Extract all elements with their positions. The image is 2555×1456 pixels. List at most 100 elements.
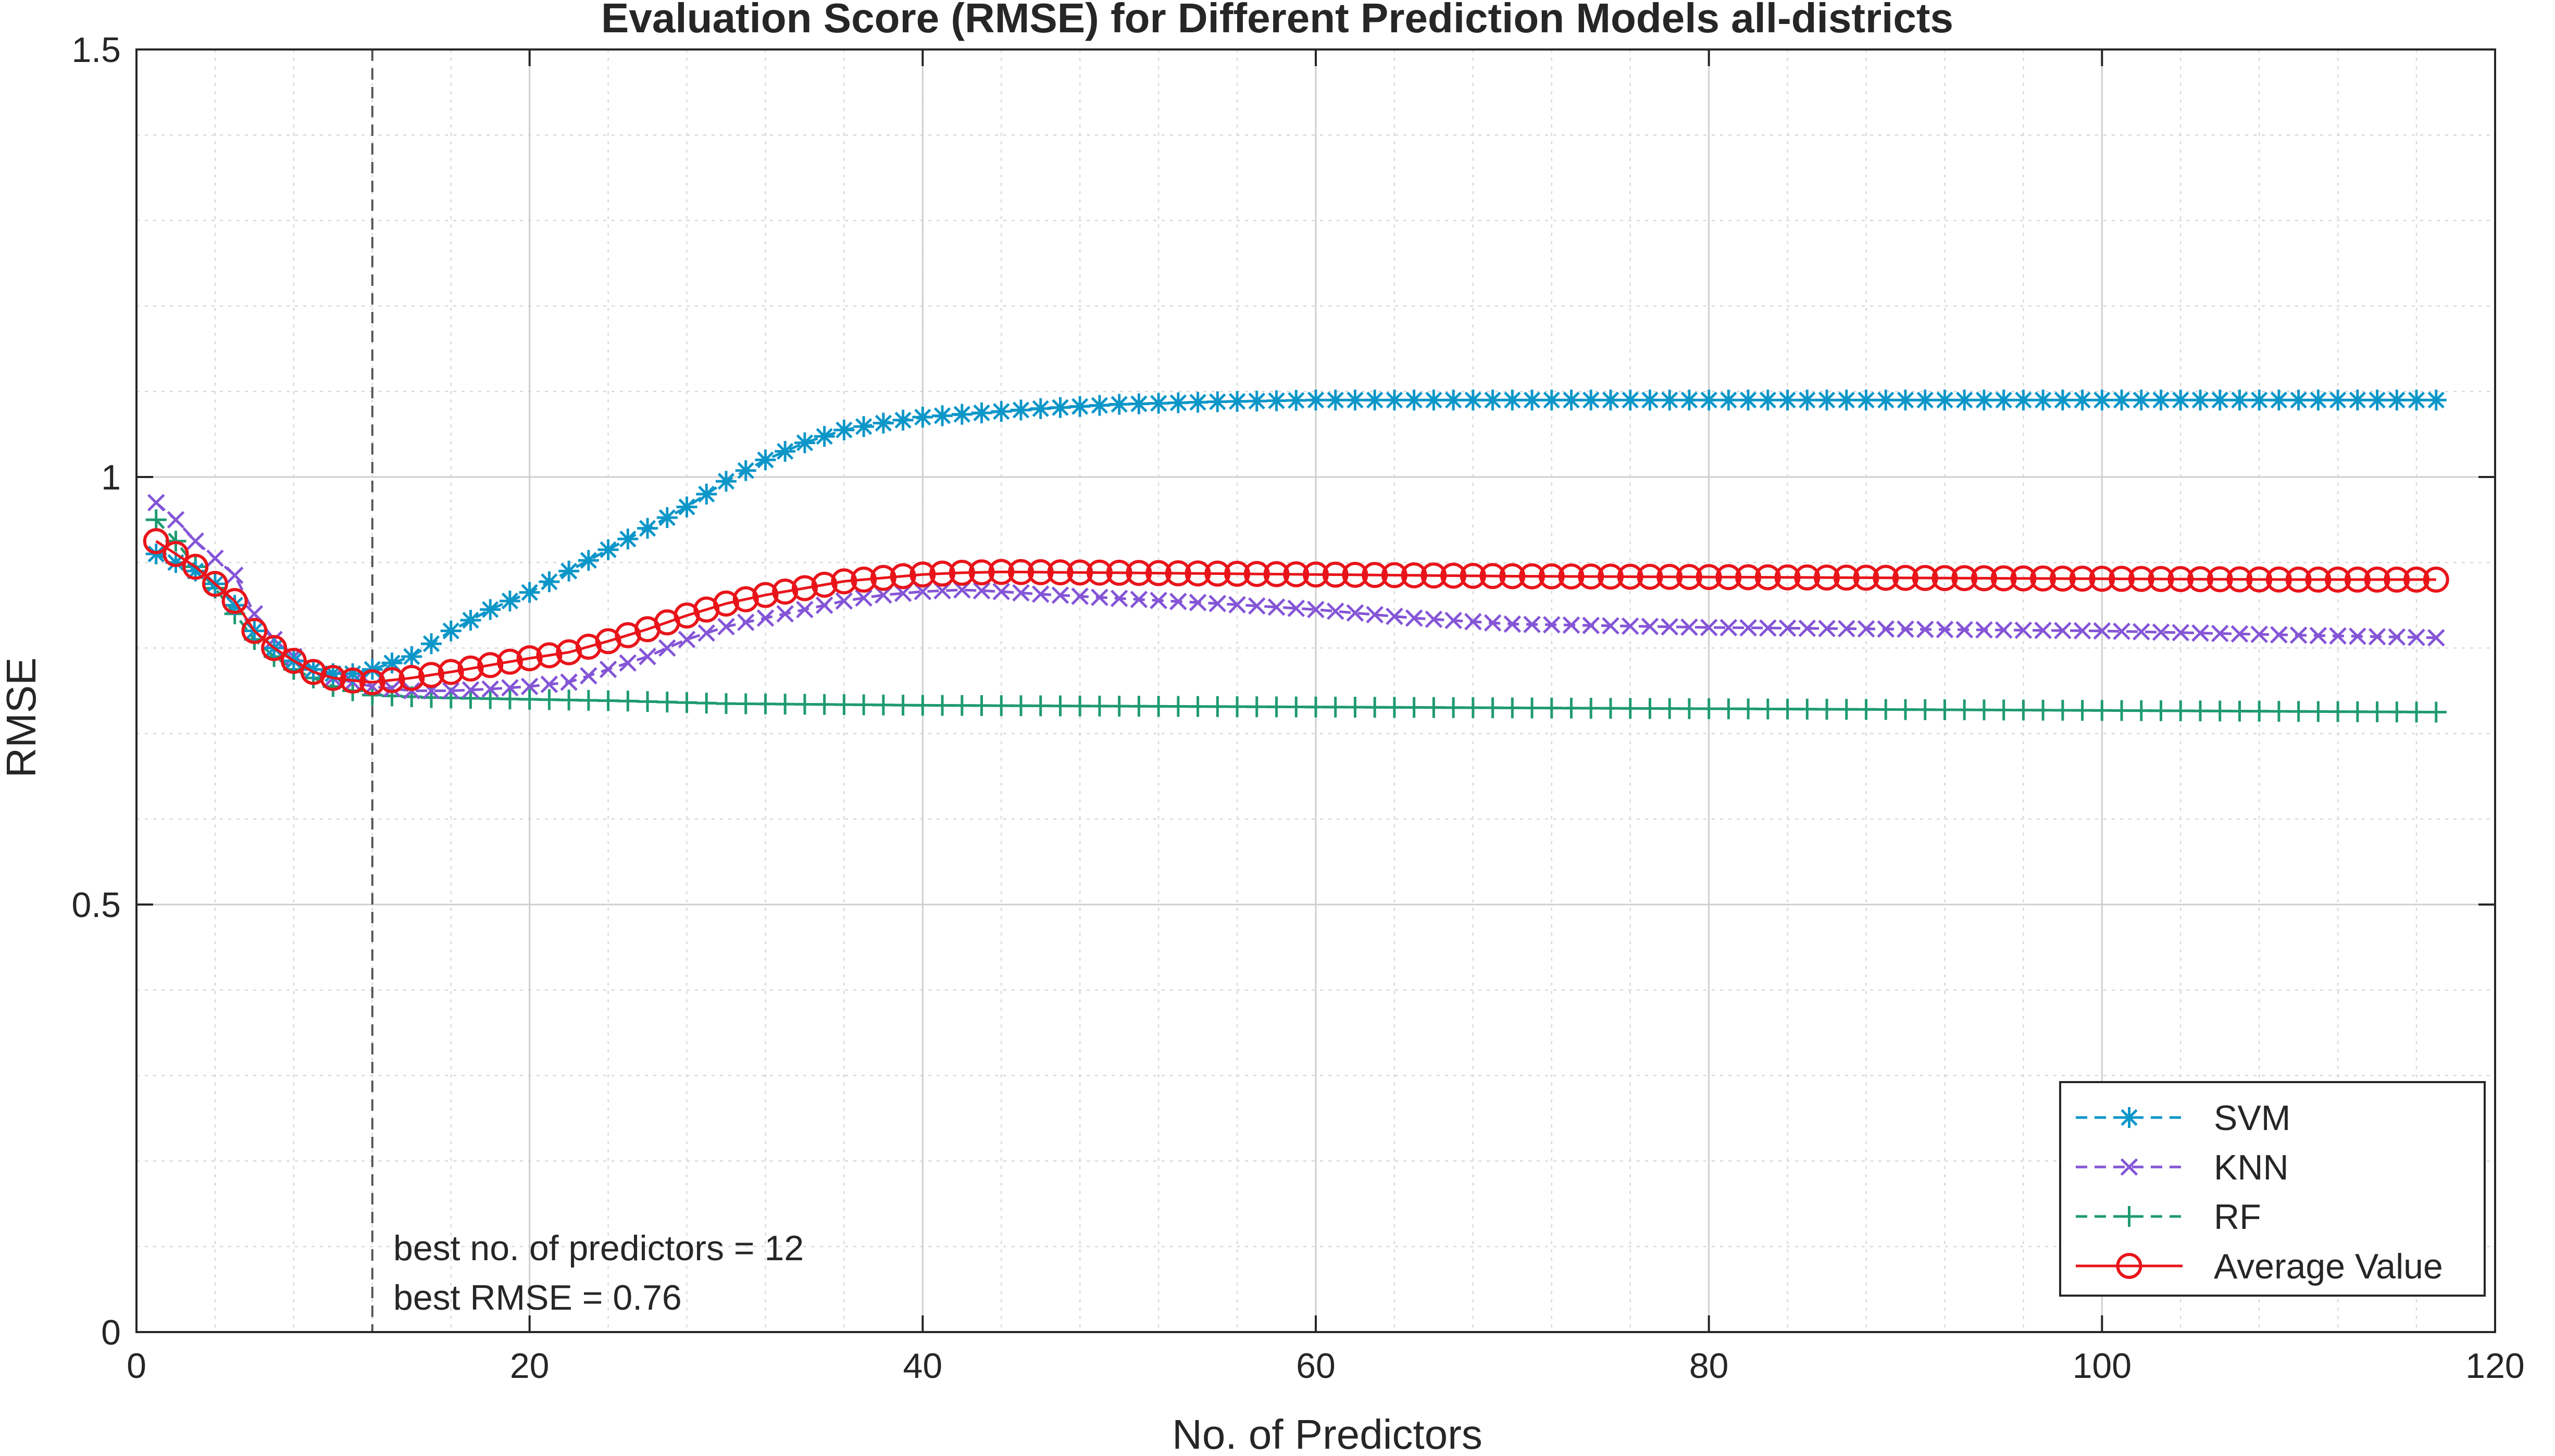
marker-stroke: [1130, 591, 1148, 608]
marker-stroke: [1405, 609, 1423, 627]
data-point-svm: [2111, 390, 2133, 411]
data-point-average-value: [1106, 559, 1132, 586]
marker-stroke: [737, 613, 755, 631]
data-point-knn: [1661, 618, 1678, 636]
marker-stroke: [953, 406, 970, 423]
marker-stroke: [1464, 392, 1482, 409]
data-point-svm: [1738, 390, 1759, 411]
data-point-rf: [833, 694, 855, 716]
data-point-knn: [619, 654, 637, 672]
data-point-average-value: [1519, 563, 1546, 589]
marker-stroke: [816, 428, 833, 445]
marker-stroke: [2211, 392, 2228, 409]
data-point-rf: [2111, 700, 2133, 721]
data-point-knn: [1975, 621, 1993, 639]
data-point-knn: [1838, 620, 1855, 638]
data-point-average-value: [1990, 565, 2017, 592]
data-point-average-value: [1931, 565, 1958, 592]
data-point-rf: [2229, 700, 2250, 722]
data-point-average-value: [1381, 562, 1407, 588]
data-point-knn: [1602, 617, 1619, 635]
data-point-knn: [1778, 619, 1797, 637]
marker-stroke: [1759, 619, 1777, 637]
legend-label: KNN: [2214, 1148, 2289, 1187]
marker-stroke: [521, 584, 538, 601]
data-point-svm: [2072, 390, 2093, 411]
data-point-rf: [2366, 701, 2388, 722]
data-point-svm: [656, 507, 678, 528]
data-point-knn: [1287, 599, 1305, 617]
marker-stroke: [836, 421, 853, 438]
data-point-rf: [2033, 699, 2054, 721]
data-point-average-value: [1853, 564, 1879, 591]
marker-stroke: [1897, 620, 1914, 638]
data-point-knn: [1326, 603, 1344, 620]
data-point-average-value: [1047, 559, 1074, 586]
marker-stroke: [1523, 392, 1541, 409]
data-point-average-value: [1578, 563, 1604, 590]
marker-stroke: [2093, 392, 2111, 409]
data-point-svm: [1580, 390, 1602, 411]
data-point-rf: [1855, 699, 1877, 720]
data-point-knn: [717, 618, 735, 636]
data-point-rf: [873, 694, 894, 716]
data-point-average-value: [320, 664, 346, 691]
data-point-rf: [775, 694, 796, 715]
marker-stroke: [1523, 616, 1541, 633]
data-point-svm: [2406, 390, 2427, 411]
data-point-svm: [499, 591, 520, 612]
data-point-average-value: [1538, 563, 1565, 589]
marker-stroke: [2250, 625, 2268, 643]
data-point-svm: [1718, 390, 1739, 411]
marker-stroke: [186, 532, 204, 550]
marker-stroke: [678, 498, 695, 516]
data-point-svm: [1914, 390, 1936, 411]
data-point-average-value: [1362, 562, 1388, 588]
data-point-svm: [1089, 395, 1110, 416]
marker-stroke: [1661, 392, 1678, 409]
data-point-average-value: [1067, 559, 1093, 586]
marker-stroke: [1484, 614, 1502, 632]
marker-stroke: [1425, 392, 1442, 409]
data-point-average-value: [359, 669, 385, 696]
marker-stroke: [796, 600, 814, 619]
data-point-average-value: [929, 560, 956, 587]
marker-stroke: [1111, 396, 1128, 413]
marker-stroke: [777, 443, 794, 460]
data-point-rf: [519, 688, 540, 710]
data-point-average-value: [457, 655, 484, 682]
data-point-svm: [1541, 390, 1562, 411]
marker-stroke: [2121, 1109, 2138, 1126]
marker-stroke: [2015, 392, 2032, 409]
marker-stroke: [2349, 392, 2366, 409]
data-point-rf: [1305, 696, 1326, 718]
marker-stroke: [1739, 392, 1757, 409]
data-point-rf: [2190, 700, 2211, 722]
marker-stroke: [855, 589, 873, 607]
marker-stroke: [658, 509, 676, 526]
data-point-average-value: [2305, 567, 2332, 593]
marker-stroke: [1268, 392, 1285, 409]
data-point-svm: [1934, 390, 1955, 411]
marker-stroke: [1936, 392, 1953, 409]
data-point-rf: [2170, 700, 2191, 722]
marker-stroke: [560, 562, 578, 580]
data-point-knn: [2368, 627, 2386, 646]
marker-stroke: [1720, 392, 1737, 409]
marker-stroke: [1995, 392, 2012, 409]
y-axis-label: RMSE: [0, 657, 44, 777]
data-point-svm: [2013, 390, 2034, 411]
data-point-knn: [1582, 617, 1600, 634]
data-point-average-value: [516, 645, 543, 672]
series-line-average-value: [155, 540, 2436, 684]
marker-stroke: [2369, 392, 2386, 409]
marker-stroke: [1779, 392, 1796, 409]
data-point-knn: [501, 679, 519, 697]
marker-stroke: [1464, 613, 1482, 631]
data-point-rf: [2091, 700, 2113, 721]
data-point-svm: [676, 496, 697, 518]
data-point-rf: [1777, 698, 1798, 720]
data-point-knn: [2230, 625, 2249, 643]
data-point-average-value: [2423, 567, 2449, 593]
marker-stroke: [2289, 626, 2308, 644]
